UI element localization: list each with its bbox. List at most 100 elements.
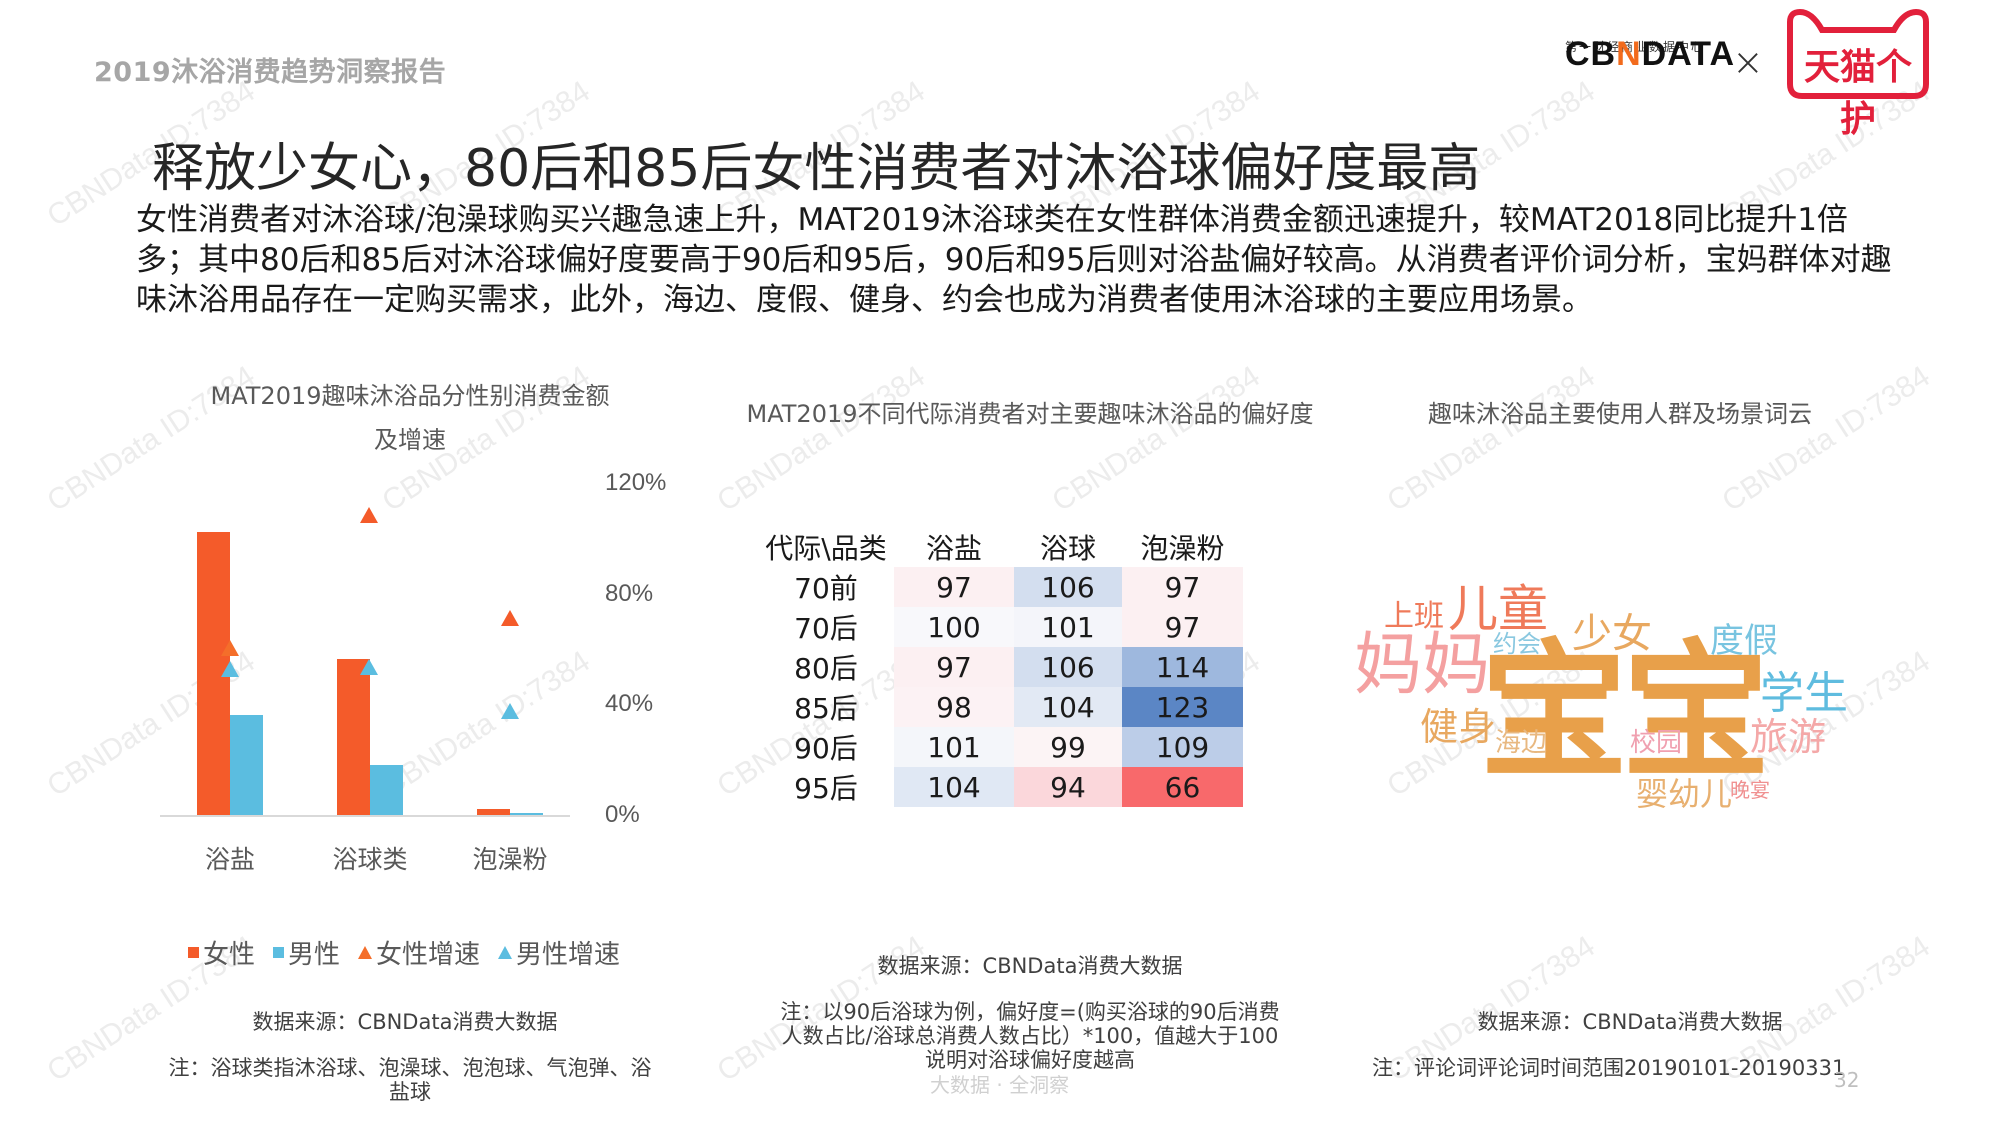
wordcloud-title: 趣味沐浴品主要使用人群及场景词云 xyxy=(1428,400,1812,428)
tmall-logo-text: 天猫个护 xyxy=(1803,47,1912,140)
bar-male-bath-ball xyxy=(370,765,403,815)
cloud-word: 少女 xyxy=(1572,611,1652,657)
heatmap-row: 70前 97 106 97 xyxy=(758,567,1243,607)
watermark: CBNData ID:7384 xyxy=(711,359,931,519)
corner-header: 代际\品类 xyxy=(765,532,887,565)
note-line: 说明对浴球偏好度越高 xyxy=(925,1048,1135,1072)
cloud-word: 宝宝 xyxy=(1480,626,1770,798)
row-header: 80后 xyxy=(794,652,858,685)
legend-label: 男性增速 xyxy=(516,940,621,970)
cloud-word: 校园 xyxy=(1630,728,1683,758)
page-number: 32 xyxy=(1834,1068,1860,1092)
row-header: 85后 xyxy=(794,692,858,725)
chart1-legend: 女性 男性 女性增速 男性增速 xyxy=(188,934,620,971)
word-cloud: 宝宝 妈妈 儿童 上班 少女 约会 度假 学生 健身 海边 校园 旅游 婴幼儿 … xyxy=(1350,560,1910,830)
cloud-word: 约会 xyxy=(1493,630,1541,658)
heatmap-cell: 104 xyxy=(1014,687,1122,727)
heatmap-title: MAT2019不同代际消费者对主要趣味沐浴品的偏好度 xyxy=(746,400,1314,428)
watermark: CBNData ID:7384 xyxy=(1716,359,1936,519)
note-line: 注：以90后浴球为例，偏好度=(购买浴球的90后消费 xyxy=(780,1000,1280,1024)
legend-item-female-growth: 女性增速 xyxy=(358,934,480,971)
cloud-word: 晚宴 xyxy=(1730,778,1770,802)
heatmap-source: 数据来源：CBNData消费大数据 xyxy=(877,954,1183,978)
square-swatch-icon xyxy=(273,947,285,958)
row-header: 70前 xyxy=(794,572,858,605)
x-category-label: 浴球类 xyxy=(332,845,408,874)
logo-subtitle: 第一财经商业数据中心 xyxy=(1565,40,1706,54)
cloud-word: 海边 xyxy=(1495,728,1548,758)
tmall-logo: 天猫个护 xyxy=(1786,8,1930,140)
marker-female-growth-bath-salt xyxy=(221,640,239,656)
watermark: CBNData ID:7384 xyxy=(376,644,596,804)
heatmap-cell: 106 xyxy=(1014,567,1122,607)
y2-tick: 0% xyxy=(605,801,640,828)
triangle-swatch-icon xyxy=(358,946,373,959)
heatmap-row: 80后 97 106 114 xyxy=(758,647,1243,687)
heatmap-cell: 104 xyxy=(894,767,1014,807)
cloud-word: 儿童 xyxy=(1448,580,1548,638)
cloud-word: 妈妈 xyxy=(1354,626,1491,705)
note-line: 盐球 xyxy=(389,1080,431,1104)
legend-item-male-growth: 男性增速 xyxy=(498,934,620,971)
cross-icon: × xyxy=(1732,40,1764,84)
y2-tick: 40% xyxy=(605,690,654,717)
chart1-title: MAT2019趣味沐浴品分性别消费金额 及增速 xyxy=(170,374,650,462)
heatmap-row: 85后 98 104 123 xyxy=(758,687,1243,727)
column-header: 浴盐 xyxy=(925,532,982,565)
chart1-source: 数据来源：CBNData消费大数据 xyxy=(252,1010,558,1034)
legend-label: 女性 xyxy=(203,940,256,970)
logo-text: CB xyxy=(1565,35,1617,73)
footer-slogan: 大数据 · 全洞察 xyxy=(930,1073,1070,1097)
cloud-word: 度假 xyxy=(1710,621,1778,661)
heatmap-cell: 101 xyxy=(1014,607,1122,647)
wordcloud-source: 数据来源：CBNData消费大数据 xyxy=(1477,1010,1783,1034)
cloud-word: 旅游 xyxy=(1750,715,1827,759)
report-label: 2019沐浴消费趋势洞察报告 xyxy=(94,57,447,88)
column-header: 泡澡粉 xyxy=(1140,532,1225,565)
row-header: 70后 xyxy=(794,612,858,645)
marker-female-growth-bath-powder xyxy=(501,610,519,626)
preference-heatmap: 代际\品类 浴盐 浴球 泡澡粉 70前 97 106 97 70后 100 10… xyxy=(758,527,1243,807)
note-line: 人数占比/浴球总消费人数占比）*100，值越大于100 xyxy=(781,1024,1279,1048)
y2-tick: 120% xyxy=(605,469,667,496)
cloud-word: 学生 xyxy=(1760,668,1848,719)
row-header: 95后 xyxy=(794,772,858,805)
bar-male-bath-powder xyxy=(510,813,543,815)
x-axis-line xyxy=(160,815,570,817)
tmall-cat-frame-icon xyxy=(1787,8,1929,99)
bar-female-bath-ball xyxy=(337,659,370,815)
chart1-title-line1: MAT2019趣味沐浴品分性别消费金额 xyxy=(210,382,610,410)
heatmap-row: 90后 101 99 109 xyxy=(758,727,1243,767)
cloud-word: 上班 xyxy=(1384,599,1444,634)
logo-text: DATA xyxy=(1641,35,1736,73)
cloud-word: 婴幼儿 xyxy=(1636,775,1733,813)
chart1-title-line2: 及增速 xyxy=(374,426,446,454)
bar-male-bath-salt xyxy=(230,715,263,815)
legend-label: 女性增速 xyxy=(376,940,481,970)
chart1-note: 注：浴球类指沐浴球、泡澡球、泡泡球、气泡弹、浴 盐球 xyxy=(150,1056,670,1104)
heatmap-header-row: 代际\品类 浴盐 浴球 泡澡粉 xyxy=(758,527,1243,567)
heatmap-row: 70后 100 101 97 xyxy=(758,607,1243,647)
y2-tick: 80% xyxy=(605,580,654,607)
marker-female-growth-bath-ball xyxy=(360,507,378,523)
legend-item-male: 男性 xyxy=(273,934,340,971)
watermark: CBNData ID:7384 xyxy=(1046,359,1266,519)
x-category-label: 浴盐 xyxy=(204,845,255,874)
note-line: 注：浴球类指沐浴球、泡澡球、泡泡球、气泡弹、浴 xyxy=(168,1056,652,1080)
heatmap-cell: 97 xyxy=(894,567,1014,607)
marker-male-growth-bath-powder xyxy=(501,703,519,719)
heatmap-cell: 94 xyxy=(1014,767,1122,807)
triangle-swatch-icon xyxy=(498,946,513,959)
heatmap-cell: 97 xyxy=(1122,567,1243,607)
marker-male-growth-bath-ball xyxy=(360,659,378,675)
cloud-word: 健身 xyxy=(1420,705,1497,749)
x-category-label: 泡澡粉 xyxy=(472,845,548,874)
heatmap-cell: 97 xyxy=(1122,607,1243,647)
wordcloud-note: 注：评论词评论词时间范围20190101-20190331 xyxy=(1372,1056,1846,1080)
square-swatch-icon xyxy=(188,947,199,958)
watermark: CBNData ID:7384 xyxy=(1381,359,1601,519)
heatmap-cell: 97 xyxy=(894,647,1014,687)
page-title: 释放少女心，80后和85后女性消费者对沐浴球偏好度最高 xyxy=(152,139,1481,199)
heatmap-cell: 114 xyxy=(1122,647,1243,687)
logo-accent: N xyxy=(1616,35,1642,73)
